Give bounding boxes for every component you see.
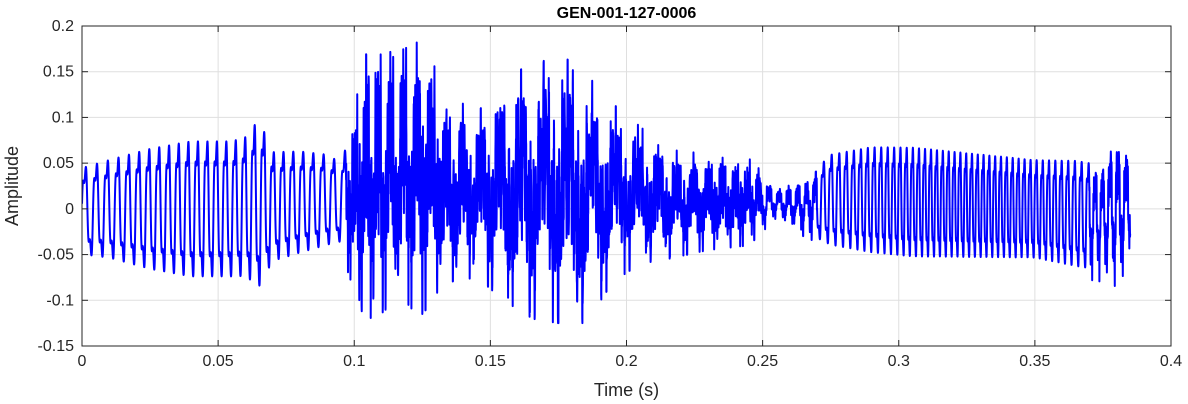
signal-line <box>82 41 1132 325</box>
y-tick-label: -0.1 <box>46 292 74 309</box>
y-tick-label: 0.1 <box>52 109 74 126</box>
x-tick-label: 0.4 <box>1160 353 1182 370</box>
y-tick-label: 0.2 <box>52 18 74 35</box>
x-tick-label: 0.2 <box>615 353 637 370</box>
x-axis-label: Time (s) <box>594 380 659 400</box>
y-axis-label: Amplitude <box>2 146 22 226</box>
x-tick-label: 0.35 <box>1019 353 1050 370</box>
chart-title: GEN-001-127-0006 <box>557 5 697 22</box>
signal-layer <box>82 41 1132 325</box>
y-tick-label: -0.15 <box>38 338 75 355</box>
y-tick-label: 0.05 <box>43 155 74 172</box>
x-tick-label: 0.3 <box>888 353 910 370</box>
x-tick-label: 0.1 <box>343 353 365 370</box>
x-tick-label: 0 <box>78 353 87 370</box>
y-tick-label: 0 <box>65 201 74 218</box>
axis-ticks: 0 0.05 0.1 0.15 0.2 0.25 0.3 0.35 0.4 -0.15 -0.1 -0… <box>38 18 1183 370</box>
x-tick-label: 0.05 <box>203 353 234 370</box>
x-tick-label: 0.15 <box>475 353 506 370</box>
y-tick-label: -0.05 <box>38 247 75 264</box>
x-tick-label: 0.25 <box>747 353 778 370</box>
y-tick-label: 0.15 <box>43 64 74 81</box>
